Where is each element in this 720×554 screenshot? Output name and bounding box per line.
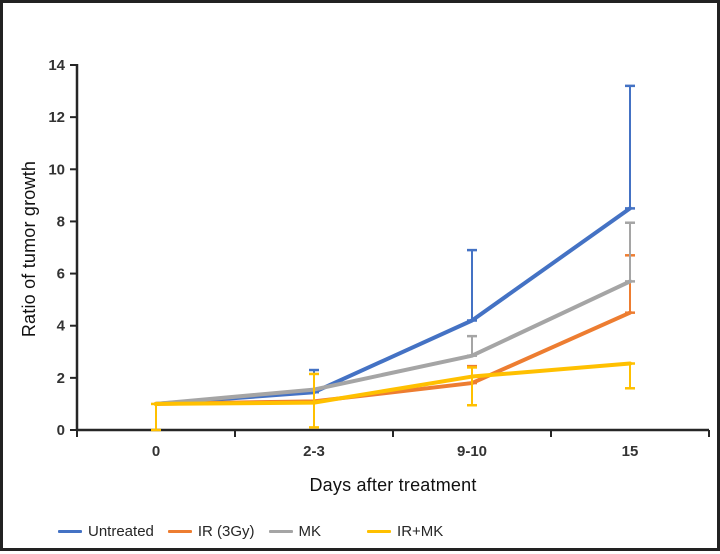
legend-label: MK [298,522,322,540]
chart-canvas: 0 2 4 6 8 10 12 14 0 2-3 9-10 15 [48,57,710,460]
legend-label: IR (3Gy) [197,522,255,540]
legend-item-IR (3Gy): IR (3Gy) [167,522,255,540]
legend-label: IR+MK [397,522,444,540]
chart-legend: Untreated IR (3Gy) MK IR+MK [58,519,443,543]
x-tick-label: 9-10 [457,443,487,460]
series-line-IR+MK [154,361,632,406]
y-tick-label: 8 [57,213,65,230]
series-line-MK [154,279,632,406]
x-tick-label: 2-3 [303,443,325,460]
legend-swatch [268,529,293,533]
legend-item-IR+MK: IR+MK [367,523,443,540]
x-axis-title: Days after treatment [309,475,477,495]
x-tick-label: 0 [152,443,160,460]
legend-item-MK: MK [268,522,322,540]
y-tick-label: 12 [48,109,65,126]
y-axis-title: Ratio of tumor growth [19,160,39,338]
y-tick-label: 6 [57,266,65,283]
legend-item-Untreated: Untreated [58,523,154,540]
x-tick-label: 15 [622,443,639,460]
y-tick-label: 0 [57,422,65,439]
y-tick-label: 14 [48,57,65,74]
y-tick-label: 2 [57,370,65,387]
legend-swatch [58,529,82,533]
legend-swatch [367,529,392,533]
y-tick-label: 4 [57,318,66,335]
legend-swatch [167,529,192,533]
y-tick-label: 10 [48,161,65,178]
legend-label: Untreated [88,522,154,540]
